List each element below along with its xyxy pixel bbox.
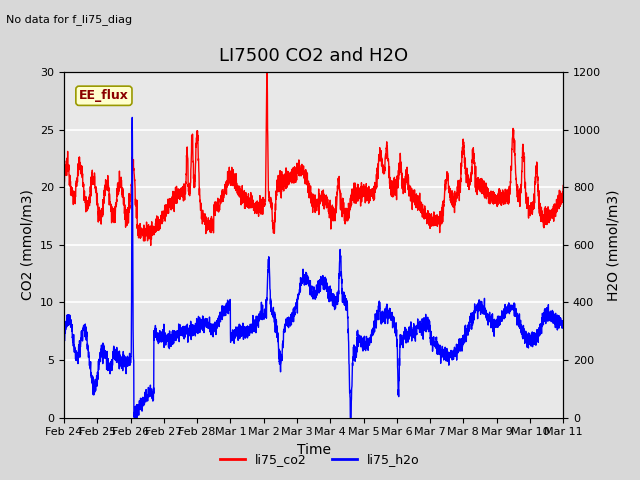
Legend: li75_co2, li75_h2o: li75_co2, li75_h2o: [215, 448, 425, 471]
Text: EE_flux: EE_flux: [79, 89, 129, 102]
X-axis label: Time: Time: [296, 443, 331, 457]
Y-axis label: H2O (mmol/m3): H2O (mmol/m3): [607, 189, 621, 300]
Text: No data for f_li75_diag: No data for f_li75_diag: [6, 14, 132, 25]
Title: LI7500 CO2 and H2O: LI7500 CO2 and H2O: [219, 47, 408, 65]
Y-axis label: CO2 (mmol/m3): CO2 (mmol/m3): [20, 190, 35, 300]
